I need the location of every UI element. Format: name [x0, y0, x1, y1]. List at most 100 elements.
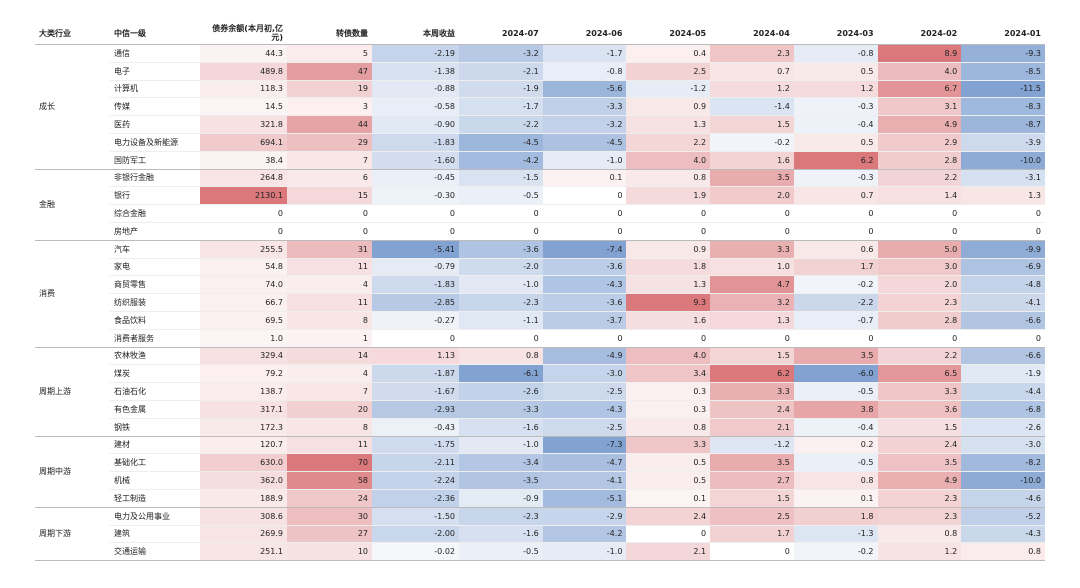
group-cell: 周期中游 — [35, 436, 110, 508]
value-cell: -2.1 — [459, 62, 543, 81]
value-cell: -4.1 — [961, 293, 1045, 312]
value-cell: 0.1 — [793, 489, 878, 508]
value-cell: 0.7 — [793, 186, 878, 206]
value-cell: 6.5 — [877, 364, 962, 384]
value-cell: -3.3 — [459, 400, 543, 419]
column-header: 转债数量 — [287, 22, 372, 45]
value-cell: 0 — [961, 204, 1045, 223]
value-cell: 0.3 — [626, 382, 711, 401]
industry-cell: 机械 — [110, 471, 200, 490]
value-cell: 14.5 — [200, 97, 287, 117]
value-cell: 694.1 — [200, 133, 287, 152]
table-row: 有色金属 317.1 20 -2.93 -3.3 -4.3 0.3 2.4 3.8 3.6 -6.8 — [35, 400, 1045, 419]
value-cell: 269.9 — [200, 525, 287, 544]
value-cell: -1.6 — [459, 525, 543, 544]
value-cell: 0 — [626, 329, 711, 348]
value-cell: 0 — [372, 329, 459, 348]
value-cell: 1.8 — [793, 507, 878, 526]
value-cell: 308.6 — [200, 507, 287, 526]
value-cell: 0 — [626, 222, 711, 241]
value-cell: 3.5 — [793, 347, 878, 366]
column-header: 2024-04 — [710, 22, 794, 45]
value-cell: 0 — [793, 204, 878, 223]
value-cell: 2.3 — [710, 44, 794, 63]
column-header: 2024-02 — [877, 22, 962, 45]
value-cell: 489.8 — [200, 62, 287, 81]
value-cell: 0.8 — [793, 471, 878, 490]
column-header: 2024-03 — [793, 22, 878, 45]
value-cell: -3.0 — [542, 364, 627, 384]
value-cell: 8 — [287, 418, 372, 437]
table-row: 传媒 14.5 3 -0.58 -1.7 -3.3 0.9 -1.4 -0.3 3.1 -8.3 — [35, 97, 1045, 117]
value-cell: 2.3 — [877, 293, 962, 312]
value-cell: -0.5 — [459, 542, 543, 562]
table-row: 钢铁 172.3 8 -0.43 -1.6 -2.5 0.8 2.1 -0.4 1.5 -2.6 — [35, 418, 1045, 437]
value-cell: 1.9 — [626, 186, 711, 206]
value-cell: -6.9 — [961, 258, 1045, 277]
value-cell: 3.3 — [710, 240, 794, 259]
value-cell: -0.43 — [372, 418, 459, 437]
value-cell: 8.9 — [877, 44, 962, 63]
industry-cell: 建筑 — [110, 525, 200, 544]
table-row: 成长 通信 44.3 5 -2.19 -3.2 -1.7 0.4 2.3 -0.8 8.9 -9.3 — [35, 44, 1045, 170]
industry-cell: 煤炭 — [110, 364, 200, 384]
header-row: 大类行业 中信一级 债券余额(本月初,亿元) 转债数量 本周收益 2024-07 2024-… — [35, 22, 1045, 45]
value-cell: 0.8 — [877, 525, 962, 544]
value-cell: 321.8 — [200, 115, 287, 134]
value-cell: -3.1 — [961, 169, 1045, 188]
value-cell: 3.0 — [877, 258, 962, 277]
value-cell: -0.3 — [793, 97, 878, 117]
value-cell: -0.2 — [710, 133, 794, 152]
value-cell: 188.9 — [200, 489, 287, 508]
value-cell: -3.6 — [542, 293, 627, 312]
value-cell: 1.6 — [710, 151, 794, 170]
table-row: 家电 54.8 11 -0.79 -2.0 -3.6 1.8 1.0 1.7 3.0 -6.9 — [35, 258, 1045, 277]
value-cell: -9.3 — [961, 44, 1045, 63]
group-cell: 消费 — [35, 240, 110, 348]
value-cell: 0.4 — [626, 44, 711, 63]
value-cell: 7 — [287, 151, 372, 170]
value-cell: -1.9 — [459, 80, 543, 99]
value-cell: 1.7 — [793, 258, 878, 277]
table-row: 食品饮料 69.5 8 -0.27 -1.1 -3.7 1.6 1.3 -0.7 2.8 -6.6 — [35, 311, 1045, 330]
value-cell: -2.6 — [961, 418, 1045, 437]
value-cell: -4.7 — [542, 453, 627, 473]
value-cell: 0.8 — [961, 542, 1045, 562]
group-cell: 周期下游 — [35, 507, 110, 562]
value-cell: -2.6 — [459, 382, 543, 401]
value-cell: -8.5 — [961, 62, 1045, 81]
value-cell: 2.0 — [710, 186, 794, 206]
value-cell: 317.1 — [200, 400, 287, 419]
value-cell: 0 — [287, 204, 372, 223]
value-cell: 2.5 — [710, 507, 794, 526]
industry-cell: 医药 — [110, 115, 200, 134]
value-cell: -4.1 — [542, 471, 627, 490]
value-cell: -0.5 — [459, 186, 543, 206]
industry-cell: 传媒 — [110, 97, 200, 117]
value-cell: -1.2 — [626, 80, 711, 99]
table-row: 医药 321.8 44 -0.90 -2.2 -3.2 1.3 1.5 -0.4 4.9 -8.7 — [35, 115, 1045, 134]
industry-cell: 纺织服装 — [110, 293, 200, 312]
industry-cell: 商贸零售 — [110, 275, 200, 295]
value-cell: -0.8 — [793, 44, 878, 63]
value-cell: -10.0 — [961, 471, 1045, 490]
value-cell: 0 — [542, 222, 627, 241]
industry-cell: 综合金融 — [110, 204, 200, 223]
value-cell: 29 — [287, 133, 372, 152]
value-cell: 0 — [710, 542, 794, 562]
value-cell: 54.8 — [200, 258, 287, 277]
value-cell: 0 — [542, 204, 627, 223]
value-cell: 2.4 — [626, 507, 711, 526]
value-cell: 3.3 — [626, 436, 711, 455]
value-cell: 0.3 — [626, 400, 711, 419]
value-cell: -0.7 — [793, 311, 878, 330]
value-cell: 0 — [793, 222, 878, 241]
industry-cell: 国防军工 — [110, 151, 200, 170]
table-row: 电力设备及新能源 694.1 29 -1.83 -4.5 -4.5 2.2 -0.2 0.5 2.… — [35, 133, 1045, 152]
table-row: 周期中游 建材 120.7 11 -1.75 -1.0 -7.3 3.3 -1.2 0.2 2.4-… — [35, 436, 1045, 508]
value-cell: -0.58 — [372, 97, 459, 117]
value-cell: -3.6 — [459, 240, 543, 259]
value-cell: -0.45 — [372, 169, 459, 188]
value-cell: -2.11 — [372, 453, 459, 473]
value-cell: 0 — [200, 204, 287, 223]
